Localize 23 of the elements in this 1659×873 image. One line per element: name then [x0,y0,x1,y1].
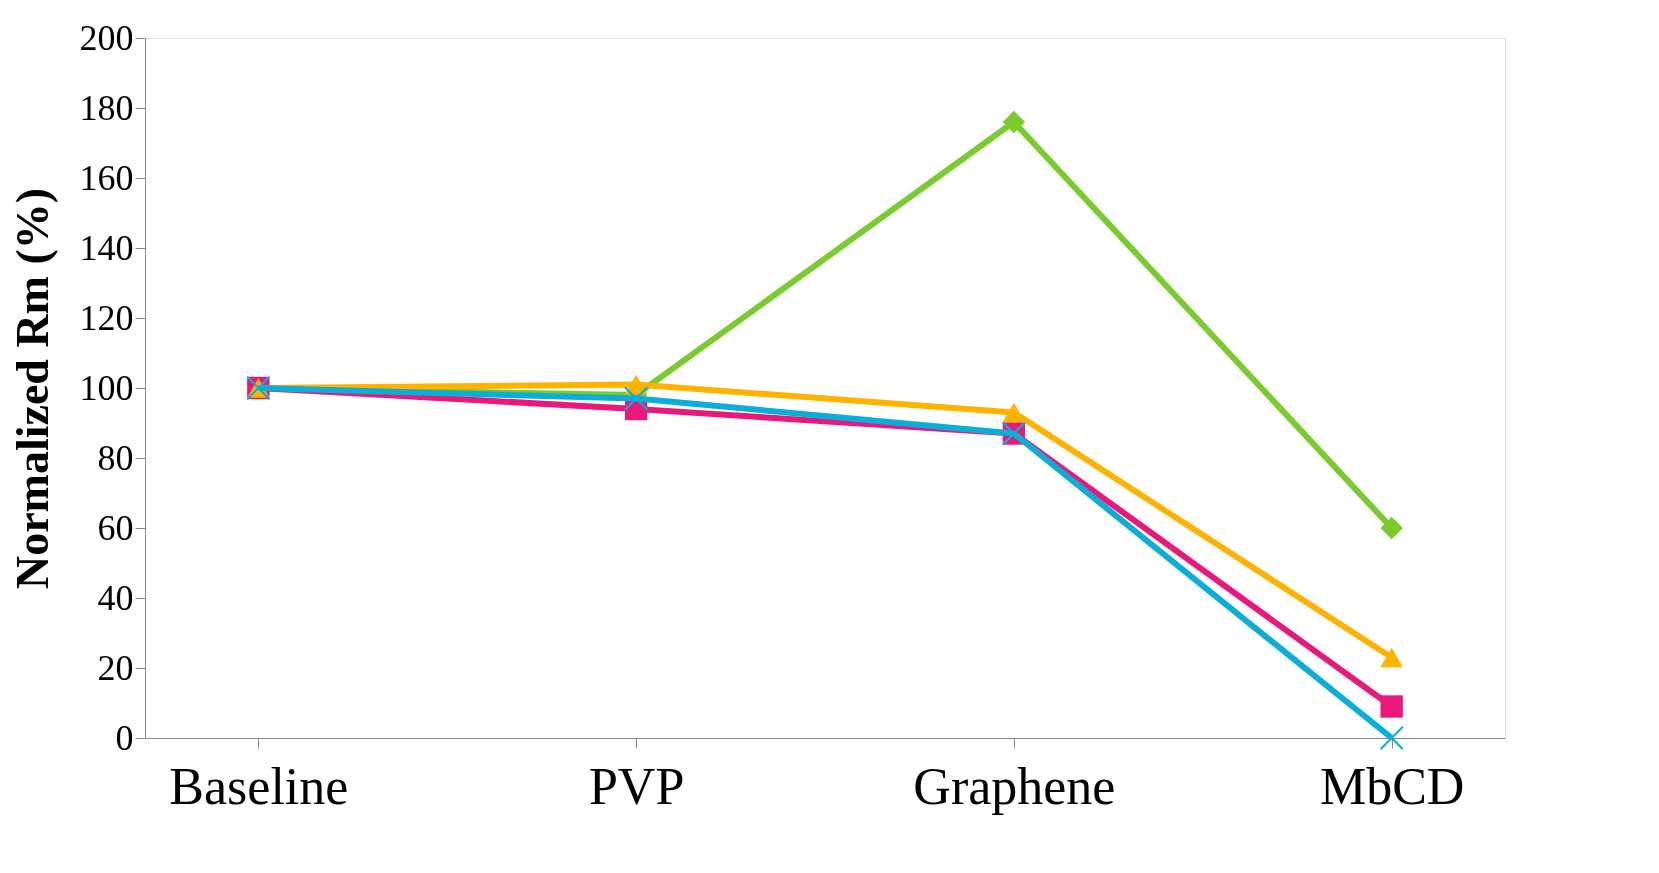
y-tick-label: 60 [97,507,134,548]
point [1002,402,1026,423]
y-tick-label: 180 [79,87,134,128]
y-tick-label: 0 [115,717,134,758]
y-tick-label: 40 [97,577,134,618]
y-tick-label: 200 [79,17,134,58]
point [1379,725,1404,751]
y-axis-title: Normalized Rm (%) [6,187,58,590]
y-tick-label: 140 [79,227,134,268]
y-tick-label: 120 [79,297,134,338]
x-tick-label: Baseline [169,757,349,815]
y-tick-label: 80 [97,437,134,478]
point [1380,695,1403,718]
point [623,386,649,411]
point [1002,110,1026,134]
x-tick-label: Graphene [913,757,1116,815]
x-tick-label: PVP [588,757,685,815]
point [1380,647,1403,668]
y-tick-label: 20 [97,647,134,688]
y-tick-label: 160 [79,157,134,198]
x-tick-label: MbCD [1319,757,1465,815]
y-tick-label: 100 [79,367,134,408]
point [1380,516,1403,540]
